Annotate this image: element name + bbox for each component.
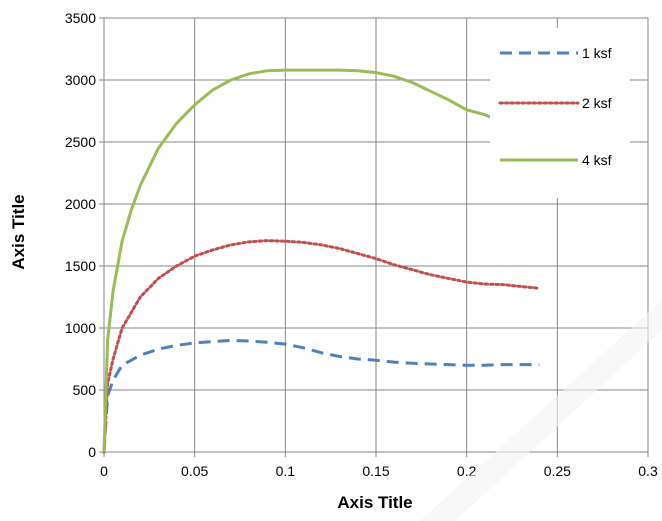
y-tick-label: 0 [88,444,96,460]
y-tick-label: 2500 [65,134,96,150]
x-tick-label: 0.15 [362,463,389,479]
y-axis-title: Axis Title [9,194,28,269]
watermark-shape [420,300,662,521]
x-axis-title: Axis Title [337,493,412,512]
series-line-4-ksf [102,68,495,453]
x-tick-label: 0 [100,463,108,479]
y-tick-label: 3000 [65,72,96,88]
series-lines [102,68,541,454]
axes [99,17,649,457]
y-tick-label: 2000 [65,196,96,212]
y-tick-label: 500 [73,382,97,398]
legend-label-2-ksf: 2 ksf [582,95,612,111]
legend-background [490,28,630,198]
series-line-2-ksf [102,239,541,454]
x-tick-label: 0.3 [638,463,658,479]
legend-label-4-ksf: 4 ksf [582,152,612,168]
legend-label-1-ksf: 1 ksf [582,45,612,61]
y-tick-label: 3500 [65,10,96,26]
x-tick-label: 0.1 [276,463,296,479]
series-line-1-ksf [102,338,540,453]
x-tick-label: 0.25 [544,463,571,479]
x-tick-label: 0.05 [181,463,208,479]
tick-labels: 0 0.05 0.1 0.15 0.2 0.25 0.3050010001500200025… [65,10,658,479]
y-tick-label: 1500 [65,258,96,274]
legend: 1 ksf 2 ksf 4 ksf [490,28,630,198]
y-tick-label: 1000 [65,320,96,336]
